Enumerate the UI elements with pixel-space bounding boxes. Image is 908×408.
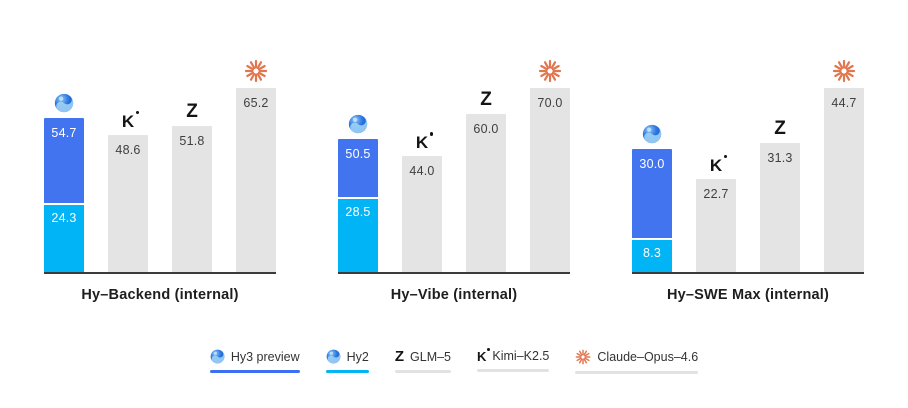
group-title: Hy–SWE Max (internal)	[666, 287, 830, 303]
legend-item-hy2: Hy2	[325, 349, 369, 374]
bar-value-label: 28.5	[345, 205, 371, 220]
legend-label: Claude–Opus–4.6	[597, 350, 699, 364]
legend: Hy3 preview Hy2 Z GLM–5 K Kimi–K2.5	[0, 347, 908, 374]
bar-col-glm: Z 60.0	[466, 90, 506, 272]
legend-label: Hy2	[346, 349, 369, 364]
bar-value-label: 65.2	[243, 96, 269, 110]
claude-logo-icon	[832, 59, 856, 83]
bar-value-label: 44.0	[409, 164, 435, 179]
bar-col-claude: 70.0	[530, 59, 570, 272]
legend-label: Hy3 preview	[230, 349, 300, 364]
axis-line	[338, 272, 570, 274]
bar-kimi: 48.6	[108, 134, 148, 272]
bar-hy3-preview: 54.7 24.3	[44, 117, 84, 272]
legend-item-kimi-k2-5: K Kimi–K2.5	[477, 347, 550, 374]
bar-col-hy: 30.0 8.3	[632, 124, 672, 272]
kimi-logo-icon: K	[477, 347, 491, 363]
legend-item-glm-5: Z GLM–5	[394, 348, 452, 374]
chart-group-hy-vibe: 50.5 28.5 K 44.0 Z 60.0	[338, 36, 570, 303]
bar-hy2-segment: 28.5	[338, 197, 378, 272]
bar-kimi: 22.7	[696, 178, 736, 272]
group-title: Hy–Vibe (internal)	[390, 287, 518, 303]
bar-value-label: 51.8	[179, 133, 205, 148]
hy-logo-icon	[326, 349, 340, 364]
hy-logo-icon	[348, 115, 368, 134]
legend-label: Kimi–K2.5	[492, 349, 550, 363]
kimi-logo-icon: K	[710, 154, 728, 174]
bar-glm: 60.0	[466, 114, 506, 272]
bar-value-label: 50.5	[345, 147, 371, 162]
bar-col-hy: 54.7 24.3	[44, 93, 84, 272]
legend-item-claude-opus-4-6: Claude–Opus–4.6	[575, 349, 699, 374]
bar-col-glm: Z 31.3	[760, 119, 800, 272]
bar-value-label: 44.7	[831, 96, 857, 110]
legend-swatch	[575, 371, 699, 374]
bar-col-claude: 44.7	[824, 59, 864, 272]
legend-swatch	[394, 370, 452, 373]
glm-logo-icon: Z	[774, 118, 786, 140]
bar-kimi: 44.0	[402, 156, 442, 272]
glm-logo-icon: Z	[186, 100, 198, 122]
bar-value-label: 22.7	[703, 186, 729, 201]
bar-value-label: 70.0	[537, 96, 563, 110]
chart-group-hy-swe-max: 30.0 8.3 K 22.7 Z 31.3	[632, 36, 864, 303]
claude-logo-icon	[538, 59, 562, 83]
bar-value-label: 60.0	[473, 122, 499, 137]
bar-hy3-preview: 50.5 28.5	[338, 139, 378, 272]
legend-swatch	[325, 370, 369, 373]
bar-value-label: 54.7	[51, 125, 77, 140]
bar-value-label: 8.3	[643, 245, 661, 260]
glm-logo-icon: Z	[394, 348, 405, 365]
bar-col-hy: 50.5 28.5	[338, 114, 378, 272]
bar-col-kimi: K 48.6	[108, 110, 148, 272]
kimi-logo-icon: K	[122, 110, 140, 130]
bar-claude: 65.2	[236, 88, 276, 272]
bar-claude: 70.0	[530, 88, 570, 272]
bar-value-label: 30.0	[639, 156, 665, 171]
charts-row: 54.7 24.3 K 48.6 Z 51.8	[44, 36, 864, 303]
claude-logo-icon	[575, 349, 591, 365]
axis-line	[632, 272, 864, 274]
bar-value-label: 48.6	[115, 142, 141, 157]
axis-line	[44, 272, 276, 274]
claude-logo-icon	[244, 59, 268, 83]
kimi-logo-icon: K	[416, 132, 434, 151]
bar-glm: 31.3	[760, 143, 800, 272]
bar-col-kimi: K 22.7	[696, 154, 736, 272]
bar-value-label: 24.3	[51, 211, 77, 226]
hy-logo-icon	[54, 93, 74, 112]
legend-swatch	[209, 370, 300, 373]
legend-item-hy3-preview: Hy3 preview	[209, 349, 300, 374]
bar-hy2-segment: 8.3	[632, 237, 672, 272]
bar-hy3-preview: 30.0 8.3	[632, 148, 672, 272]
bar-col-kimi: K 44.0	[402, 132, 442, 272]
hy-logo-icon	[642, 124, 662, 143]
group-title: Hy–Backend (internal)	[81, 287, 239, 303]
bar-hy2-segment: 24.3	[44, 203, 84, 272]
bar-glm: 51.8	[172, 125, 212, 272]
bar-col-glm: Z 51.8	[172, 102, 212, 272]
hy-logo-icon	[210, 349, 225, 364]
glm-logo-icon: Z	[480, 89, 492, 111]
bar-claude: 44.7	[824, 88, 864, 272]
bar-col-claude: 65.2	[236, 59, 276, 272]
chart-group-hy-backend: 54.7 24.3 K 48.6 Z 51.8	[44, 36, 276, 303]
legend-swatch	[477, 369, 550, 372]
legend-label: GLM–5	[410, 349, 452, 364]
bar-value-label: 31.3	[767, 151, 793, 166]
